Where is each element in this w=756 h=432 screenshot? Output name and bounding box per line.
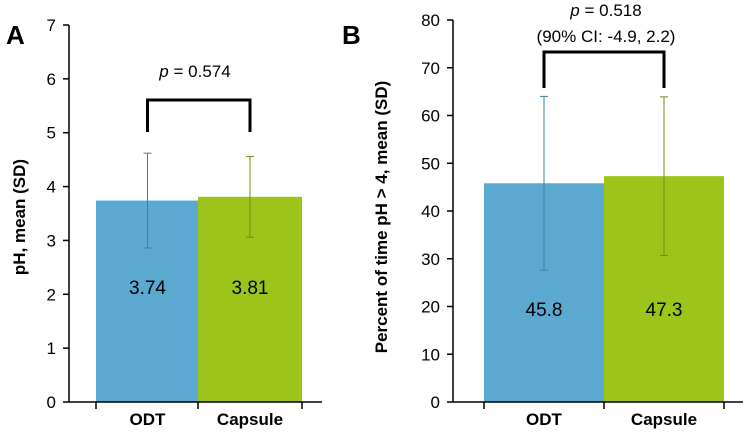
panel-a-value-label-capsule: 3.81 bbox=[232, 278, 269, 299]
panel-a-y-tick-label: 3 bbox=[47, 231, 56, 250]
panel-a-categories: ODT Capsule bbox=[95, 402, 303, 429]
panel-b-categories: ODT Capsule bbox=[483, 402, 725, 429]
panel-a-y-tick-label: 0 bbox=[47, 393, 56, 412]
panel-b-ci-text: (90% CI: -4.9, 2.2) bbox=[537, 27, 676, 46]
panel-b-letter: B bbox=[342, 20, 361, 50]
panel-b-y-tick-label: 0 bbox=[431, 393, 440, 412]
panel-a-significance-bracket bbox=[146, 98, 252, 132]
panel-a-y-tick-label: 2 bbox=[47, 285, 56, 304]
panel-b-y-tick-label: 60 bbox=[421, 107, 440, 126]
panel-b-y-ticks: 0 10 20 30 40 50 60 70 80 bbox=[421, 11, 453, 412]
panel-b-y-tick-label: 20 bbox=[421, 298, 440, 317]
panel-b-y-tick-label: 30 bbox=[421, 250, 440, 269]
panel-a-letter: A bbox=[6, 20, 25, 50]
panel-b-category-label-capsule: Capsule bbox=[631, 410, 697, 429]
panel-a-p-symbol: p bbox=[158, 62, 168, 81]
panel-b-y-tick-label: 10 bbox=[421, 345, 440, 364]
panel-a-p-text: = 0.574 bbox=[169, 62, 231, 81]
panel-b-value-label-capsule: 47.3 bbox=[646, 300, 683, 321]
panel-a-y-tick-label: 6 bbox=[47, 70, 56, 89]
panel-a: A pH, mean (SD) 0 1 2 3 4 5 6 7 3.74 3.81 ODT Cap… bbox=[6, 16, 322, 429]
panel-b-y-axis-label: Percent of time pH > 4, mean (SD) bbox=[372, 81, 391, 354]
panel-b-y-tick-label: 50 bbox=[421, 154, 440, 173]
panel-a-value-label-odt: 3.74 bbox=[129, 278, 166, 299]
panel-b-bars: 45.8 47.3 bbox=[484, 95, 724, 402]
panel-a-bars: 3.74 3.81 bbox=[96, 152, 302, 402]
panel-b-p-value: p = 0.518 bbox=[569, 1, 641, 20]
panel-a-y-tick-label: 7 bbox=[47, 16, 56, 35]
panel-b: B Percent of time pH > 4, mean (SD) 0 10 2… bbox=[342, 1, 743, 429]
panel-b-p-text: = 0.518 bbox=[580, 1, 642, 20]
panel-a-p-value: p = 0.574 bbox=[158, 62, 230, 81]
panel-b-significance-bracket bbox=[542, 50, 666, 88]
panel-a-y-tick-label: 1 bbox=[47, 339, 56, 358]
panel-b-value-label-odt: 45.8 bbox=[526, 300, 563, 321]
panel-a-y-tick-label: 4 bbox=[47, 178, 56, 197]
panel-b-category-label-odt: ODT bbox=[526, 410, 563, 429]
panel-a-y-tick-label: 5 bbox=[47, 124, 56, 143]
panel-a-category-label-capsule: Capsule bbox=[217, 410, 283, 429]
panel-b-y-tick-label: 70 bbox=[421, 59, 440, 78]
panel-a-y-ticks: 0 1 2 3 4 5 6 7 bbox=[47, 16, 69, 412]
panel-b-y-tick-label: 40 bbox=[421, 202, 440, 221]
panel-a-category-label-odt: ODT bbox=[130, 410, 167, 429]
panel-b-p-symbol: p bbox=[569, 1, 579, 20]
panel-a-y-axis-label: pH, mean (SD) bbox=[10, 159, 29, 275]
panel-b-y-tick-label: 80 bbox=[421, 11, 440, 30]
